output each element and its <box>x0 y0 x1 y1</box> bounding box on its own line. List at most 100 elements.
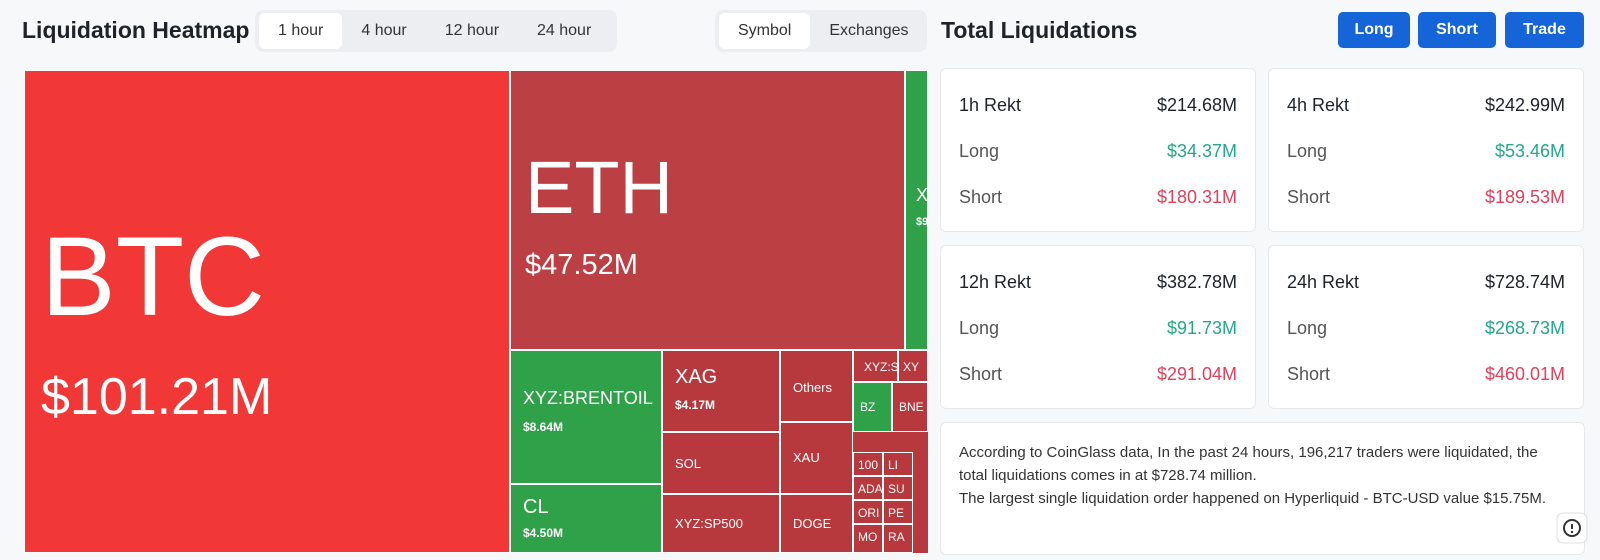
tile-value: $47.52M <box>525 249 638 281</box>
tile-label: ETH <box>525 146 673 229</box>
heatmap-tile: PE <box>883 500 913 524</box>
page-title: Liquidation Heatmap <box>22 17 250 43</box>
tile-label: CL <box>523 496 549 518</box>
stat-label: Short <box>1287 364 1331 384</box>
stat-row: 24h Rekt $728.74M <box>1287 272 1565 293</box>
tile-label: SU <box>888 482 905 496</box>
stat-label: Long <box>959 141 1000 161</box>
tile-label: BZ <box>860 400 876 414</box>
tile-label: BTC <box>41 214 265 339</box>
stat-label: Long <box>1287 318 1328 338</box>
stat-card: 4h Rekt $242.99M Long $53.46M Short $189.53M <box>1268 68 1584 232</box>
stat-label: Long <box>1287 141 1328 161</box>
stat-value: $180.31M <box>1156 187 1237 207</box>
tile-label: ADA <box>858 482 883 496</box>
stat-value: $460.01M <box>1484 364 1565 384</box>
stat-row: 12h Rekt $382.78M <box>959 272 1237 293</box>
tile-label: XYZ:BRENTOIL <box>523 388 653 408</box>
heatmap-tile: BTC $101.21M <box>24 70 510 553</box>
tile-label: X <box>916 185 928 205</box>
tile-label: PE <box>888 506 905 520</box>
stat-card: 12h Rekt $382.78M Long $91.73M Short $291.04M <box>940 245 1256 409</box>
stat-value: $34.37M <box>1166 141 1237 161</box>
heatmap-tile: BZ <box>853 382 892 432</box>
heatmap-tile: ADA <box>853 476 883 500</box>
tile-label: ORI <box>858 506 880 520</box>
tile-label: MO <box>858 530 878 544</box>
tile-label: XYZ:SP500 <box>675 516 743 531</box>
timeframe-tabs: 1 hour 4 hour 12 hour 24 hour <box>255 10 617 52</box>
heatmap-tile: XAG $4.17M <box>662 350 780 432</box>
stat-label: 24h Rekt <box>1287 272 1360 292</box>
button[interactable]: Short <box>1418 12 1496 48</box>
stat-card: 1h Rekt $214.68M Long $34.37M Short $180.31M <box>940 68 1256 232</box>
stat-value: $53.46M <box>1494 141 1565 161</box>
stat-label: 4h Rekt <box>1287 95 1350 115</box>
view-tabs: Symbol Exchanges <box>715 10 927 52</box>
heatmap-tile: ETH $47.52M <box>510 70 905 350</box>
stat-card: 24h Rekt $728.74M Long $268.73M Short $460.01… <box>1268 245 1584 409</box>
heatmap-tile: BNE <box>892 382 928 432</box>
stat-row: Long $53.46M <box>1287 141 1565 162</box>
heatmap-tile: 100 <box>853 452 883 476</box>
tab[interactable]: 24 hour <box>537 22 592 39</box>
tile-label: RA <box>888 530 905 544</box>
heatmap-tile: ORI <box>853 500 883 524</box>
stat-row: Short $180.31M <box>959 187 1237 208</box>
stat-value: $291.04M <box>1156 364 1237 384</box>
stat-row: Short $460.01M <box>1287 364 1565 385</box>
tab[interactable]: 1 hour <box>259 13 343 49</box>
stat-row: 4h Rekt $242.99M <box>1287 95 1565 116</box>
tile-label: XAG <box>675 366 718 388</box>
tile-value: $9 <box>916 216 928 228</box>
tile-label: LI <box>888 458 899 472</box>
stat-value: $268.73M <box>1484 318 1565 338</box>
section-title: Total Liquidations <box>941 17 1138 43</box>
summary: According to CoinGlass data, In the past… <box>940 422 1585 555</box>
heatmap-tile: XY <box>898 350 928 382</box>
tile-value: $4.50M <box>523 526 564 540</box>
tab[interactable]: Exchanges <box>829 22 909 39</box>
stat-row: Short $189.53M <box>1287 187 1565 208</box>
stat-value: $728.74M <box>1484 272 1565 292</box>
tile-label: XY <box>903 360 920 374</box>
heatmap: BTC $101.21M ETH $47.52M X $9 XYZ:BRENTOIL $8.6… <box>24 70 928 553</box>
tile-label: XYZ:S <box>864 360 898 374</box>
info-icon[interactable] <box>1556 512 1588 544</box>
stat-row: Long $91.73M <box>959 318 1237 339</box>
heatmap-tile: DOGE <box>780 494 853 553</box>
stat-label: Short <box>959 364 1003 384</box>
stat-value: $91.73M <box>1166 318 1237 338</box>
tile-label: Others <box>793 380 833 395</box>
stat-row: Long $34.37M <box>959 141 1237 162</box>
stat-value: $189.53M <box>1484 187 1565 207</box>
heatmap-tile: RA <box>883 524 913 553</box>
button[interactable]: Trade <box>1505 12 1584 48</box>
stat-value: $214.68M <box>1156 95 1237 115</box>
heatmap-tile: XYZ:BRENTOIL $8.64M <box>510 350 662 484</box>
tab[interactable]: 4 hour <box>361 22 407 39</box>
tab[interactable]: Symbol <box>719 13 811 49</box>
stat-value: $242.99M <box>1484 95 1565 115</box>
button[interactable]: Long <box>1338 12 1410 48</box>
tile-value: $8.64M <box>523 420 564 434</box>
tile-value: $4.17M <box>675 398 716 412</box>
tile-label: XAU <box>793 450 820 465</box>
tab[interactable]: 12 hour <box>444 22 500 39</box>
heatmap-tile: MO <box>853 524 883 553</box>
heatmap-tile: SOL <box>662 432 780 494</box>
stat-label: Long <box>959 318 1000 338</box>
heatmap-tile: LI <box>883 452 913 476</box>
heatmap-tile: XAU <box>780 422 853 494</box>
heatmap-tile: SU <box>883 476 913 500</box>
stat-label: 1h Rekt <box>959 95 1022 115</box>
heatmap-tile: XYZ:SP500 <box>662 494 780 553</box>
stat-row: 1h Rekt $214.68M <box>959 95 1237 116</box>
tile-label: 100 <box>858 458 879 472</box>
tile-label: DOGE <box>793 516 832 531</box>
stat-row: Short $291.04M <box>959 364 1237 385</box>
heatmap-tile: XYZ:S <box>853 350 898 382</box>
stat-value: $382.78M <box>1156 272 1237 292</box>
heatmap-tile: CL $4.50M <box>510 484 662 553</box>
